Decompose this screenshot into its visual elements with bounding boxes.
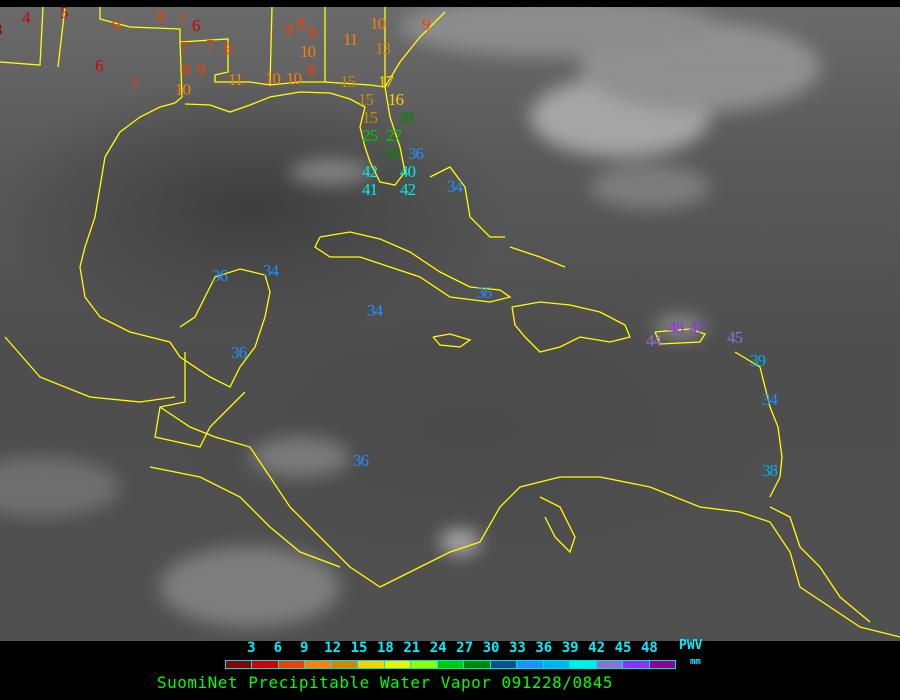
legend-tick: 48 bbox=[640, 640, 658, 656]
pwv-station-value: 10 bbox=[300, 42, 316, 61]
pwv-station-value: 42 bbox=[362, 162, 378, 181]
pwv-station-value: 15 bbox=[358, 90, 374, 109]
legend-tick: 45 bbox=[614, 640, 632, 656]
legend-unit-sub: mm bbox=[690, 657, 701, 667]
pwv-station-value: 8 bbox=[297, 14, 305, 33]
pwv-station-value: 9 bbox=[197, 60, 205, 79]
legend-color-bar bbox=[225, 660, 676, 669]
legend-tick: 21 bbox=[403, 640, 421, 656]
pwv-station-value: 3 bbox=[0, 21, 2, 38]
pwv-station-value: 10 bbox=[370, 14, 386, 33]
legend-tick: 27 bbox=[456, 640, 474, 656]
pwv-station-value: 10 bbox=[265, 69, 281, 88]
pwv-station-value: 15 bbox=[340, 72, 356, 91]
legend-swatch bbox=[623, 661, 650, 668]
legend-swatch bbox=[570, 661, 597, 668]
pwv-station-value: 9 bbox=[112, 16, 120, 35]
pwv-station-value: 9 bbox=[285, 20, 293, 39]
pwv-station-value: 34 bbox=[762, 390, 778, 409]
legend-tick: 18 bbox=[376, 640, 394, 656]
pwv-station-value: 34 bbox=[367, 301, 383, 320]
coastlines bbox=[0, 7, 900, 638]
pwv-station-value: 36 bbox=[212, 266, 228, 285]
pwv-station-value: 28 bbox=[398, 108, 414, 127]
legend-swatch bbox=[305, 661, 332, 668]
legend-swatch bbox=[358, 661, 385, 668]
legend-tick: 33 bbox=[508, 640, 526, 656]
satellite-image: 3459876779689710111010989108111013915171… bbox=[0, 3, 900, 641]
legend-unit-label: PWV bbox=[679, 638, 703, 653]
pwv-station-value: 7 bbox=[180, 38, 188, 57]
pwv-station-value: 27 bbox=[386, 126, 402, 145]
pwv-station-value: 40 bbox=[400, 162, 416, 181]
legend-tick: 36 bbox=[535, 640, 553, 656]
image-title: SuomiNet Precipitable Water Vapor 091228… bbox=[157, 673, 613, 692]
legend-swatch bbox=[596, 661, 624, 668]
pwv-station-value: 9 bbox=[422, 15, 430, 34]
legend-swatch bbox=[543, 661, 571, 668]
legend-tick: 24 bbox=[429, 640, 447, 656]
pwv-station-value: 7 bbox=[206, 36, 214, 55]
legend-tick: 15 bbox=[350, 640, 368, 656]
legend-tick: 39 bbox=[561, 640, 579, 656]
cloud-layer bbox=[0, 7, 820, 627]
map-overlay bbox=[0, 7, 900, 638]
pwv-station-value: 38 bbox=[762, 461, 778, 480]
legend-swatch bbox=[226, 661, 253, 668]
pwv-station-value: 8 bbox=[157, 7, 165, 26]
pwv-station-value: 17 bbox=[378, 72, 394, 91]
pwv-station-value: 11 bbox=[343, 30, 358, 49]
pwv-station-value: 41 bbox=[362, 180, 378, 199]
legend-swatch bbox=[490, 661, 518, 668]
legend-swatch bbox=[278, 661, 306, 668]
pwv-station-value: 36 bbox=[476, 283, 492, 302]
pwv-station-value: 36 bbox=[231, 343, 247, 362]
legend-swatch bbox=[649, 661, 675, 668]
pwv-station-value: 5 bbox=[60, 3, 68, 22]
pwv-station-value: 16 bbox=[388, 90, 404, 109]
legend-tick: 30 bbox=[482, 640, 500, 656]
pwv-station-value: 6 bbox=[192, 16, 200, 35]
pwv-station-value: 7 bbox=[130, 75, 138, 94]
pwv-station-value: 44 bbox=[646, 331, 662, 350]
pwv-station-value: 45 bbox=[727, 328, 743, 347]
pwv-station-value: 34 bbox=[263, 261, 279, 280]
legend-tick: 6 bbox=[273, 640, 283, 656]
pwv-station-value: 36 bbox=[353, 451, 369, 470]
pwv-station-value: 39 bbox=[750, 351, 766, 370]
pwv-station-value: 6 bbox=[95, 56, 103, 75]
legend-swatch bbox=[517, 661, 544, 668]
pwv-station-value: 47 bbox=[689, 318, 705, 337]
legend-tick: 9 bbox=[299, 640, 309, 656]
legend-swatch bbox=[411, 661, 438, 668]
legend-swatch bbox=[464, 661, 491, 668]
legend-swatch bbox=[252, 661, 279, 668]
pwv-station-value: 48 bbox=[668, 318, 684, 337]
pwv-station-value: 9 bbox=[223, 39, 231, 58]
legend-tick: 42 bbox=[588, 640, 606, 656]
legend-tick: 3 bbox=[247, 640, 256, 656]
pwv-station-value: 25 bbox=[362, 126, 378, 145]
pwv-station-value: 10 bbox=[175, 80, 191, 99]
pwv-station-value: 34 bbox=[447, 177, 463, 196]
pwv-station-value: 11 bbox=[228, 70, 243, 89]
pwv-station-value: 13 bbox=[375, 39, 391, 58]
legend-tick: 12 bbox=[324, 640, 342, 656]
pwv-station-value: 36 bbox=[408, 144, 424, 163]
legend-swatch bbox=[331, 661, 359, 668]
pwv-station-value: 7 bbox=[178, 11, 186, 30]
pwv-station-value: 15 bbox=[362, 108, 378, 127]
pwv-station-value: 42 bbox=[400, 180, 416, 199]
pwv-station-value: 10 bbox=[286, 69, 302, 88]
pwv-station-value: 30 bbox=[384, 144, 400, 163]
pwv-station-value: 8 bbox=[307, 61, 315, 80]
pwv-station-value: 4 bbox=[22, 8, 30, 27]
legend-swatch bbox=[437, 661, 465, 668]
legend-tick-labels: 3 6 9 12 15 18 21 24 27 30 33 36 39 42 45 48 bbox=[0, 640, 900, 658]
pwv-station-value: 9 bbox=[308, 23, 316, 42]
legend-swatch bbox=[384, 661, 412, 668]
pwv-station-value: 8 bbox=[182, 60, 190, 79]
